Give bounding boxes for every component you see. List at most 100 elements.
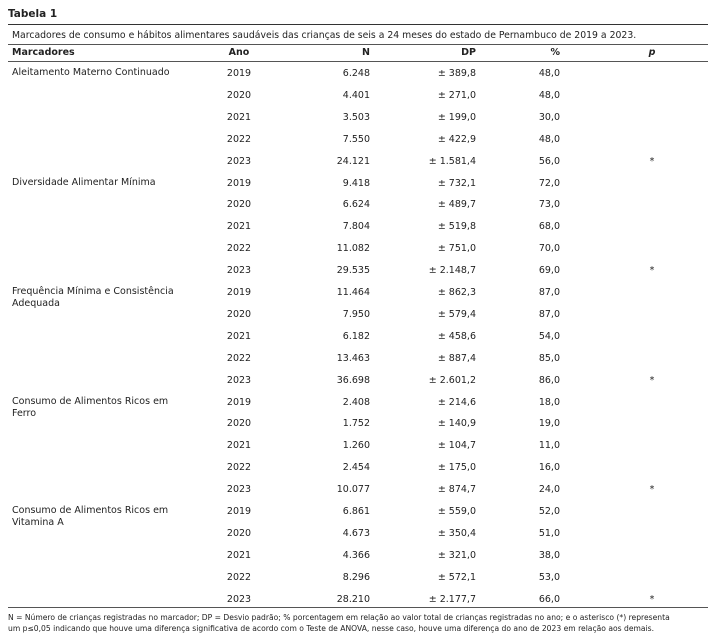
table-cell: * xyxy=(649,265,655,277)
footnote: um p≤0,05 indicando que houve uma difere… xyxy=(8,624,655,633)
table-cell: 24,0 xyxy=(538,484,560,496)
table-cell: ± 579,4 xyxy=(437,308,476,320)
rule xyxy=(8,44,708,45)
table-cell: 1.752 xyxy=(342,418,370,430)
footnote: N = Número de crianças registradas no ma… xyxy=(8,613,670,622)
table-cell: 6.624 xyxy=(342,199,370,211)
table-cell: 70,0 xyxy=(538,243,560,255)
table-cell: 2022 xyxy=(226,571,252,583)
table-cell: 2020 xyxy=(226,418,252,430)
column-header: Marcadores xyxy=(12,47,75,58)
table-cell: ± 572,1 xyxy=(437,571,476,583)
row-group-label: Diversidade Alimentar Mínima xyxy=(12,176,156,188)
table-cell: ± 175,0 xyxy=(437,462,476,474)
table-cell: 2022 xyxy=(226,462,252,474)
table-cell: 85,0 xyxy=(538,352,560,364)
table-cell: ± 199,0 xyxy=(437,111,476,123)
table-cell: ± 2.177,7 xyxy=(428,593,476,605)
table-cell: 2022 xyxy=(226,352,252,364)
table-cell: 2021 xyxy=(226,330,252,342)
table-cell: ± 874,7 xyxy=(437,484,476,496)
table-cell: 29.535 xyxy=(336,265,370,277)
table-cell: 2021 xyxy=(226,549,252,561)
table-cell: 69,0 xyxy=(538,265,560,277)
table-cell: 2022 xyxy=(226,243,252,255)
table-cell: 73,0 xyxy=(538,199,560,211)
table-cell: 18,0 xyxy=(538,396,560,408)
table-cell: 8.296 xyxy=(342,571,370,583)
table-cell: 2019 xyxy=(226,68,252,79)
table-cell: 2023 xyxy=(226,265,252,277)
table-cell: ± 2.601,2 xyxy=(428,374,476,386)
table-cell: 7.950 xyxy=(342,308,370,320)
table-cell: ± 214,6 xyxy=(437,396,476,408)
table-cell: 36.698 xyxy=(336,374,370,386)
table-cell: ± 489,7 xyxy=(437,199,476,211)
table-cell: 4.366 xyxy=(342,549,370,561)
table-cell: 48,0 xyxy=(538,133,560,145)
table-cell: 51,0 xyxy=(538,527,560,539)
table-cell: ± 751,0 xyxy=(437,243,476,255)
table-cell: 2021 xyxy=(226,111,252,123)
table-cell: * xyxy=(649,374,655,386)
table-cell: 68,0 xyxy=(538,221,560,233)
table-cell: 2020 xyxy=(226,199,252,211)
title: Tabela 1 xyxy=(8,8,58,20)
table-cell: 52,0 xyxy=(538,506,560,517)
table-cell: 2.408 xyxy=(342,396,370,408)
table-cell: 6.248 xyxy=(342,68,370,79)
table-cell: 11.082 xyxy=(336,243,370,255)
table-cell: ± 1.581,4 xyxy=(428,155,476,167)
table-cell: ± 458,6 xyxy=(437,330,476,342)
table-cell: ± 732,1 xyxy=(437,177,476,189)
table-cell: 16,0 xyxy=(538,462,560,474)
table-cell: 2020 xyxy=(226,308,252,320)
table-cell: ± 862,3 xyxy=(437,287,476,298)
table-cell: 87,0 xyxy=(538,287,560,298)
column-header: Ano xyxy=(228,47,250,58)
table-cell: 48,0 xyxy=(538,89,560,101)
table-cell: 2021 xyxy=(226,440,252,452)
rule xyxy=(8,24,708,25)
rule xyxy=(8,607,708,608)
table-cell: 48,0 xyxy=(538,68,560,79)
table-cell: 2020 xyxy=(226,527,252,539)
rule xyxy=(8,61,708,62)
table-cell: 2019 xyxy=(226,287,252,298)
table-cell: 11,0 xyxy=(538,440,560,452)
table-cell: 2023 xyxy=(226,484,252,496)
table-cell: ± 422,9 xyxy=(437,133,476,145)
table-cell: 30,0 xyxy=(538,111,560,123)
table-cell: 86,0 xyxy=(538,374,560,386)
column-header: N xyxy=(362,47,370,58)
table-cell: ± 519,8 xyxy=(437,221,476,233)
table-cell: 87,0 xyxy=(538,308,560,320)
table-cell: ± 887,4 xyxy=(437,352,476,364)
table-cell: 7.804 xyxy=(342,221,370,233)
table-cell: 6.182 xyxy=(342,330,370,342)
table-cell: 28.210 xyxy=(336,593,370,605)
table-cell: 10.077 xyxy=(336,484,370,496)
table-cell: 53,0 xyxy=(538,571,560,583)
table-cell: ± 104,7 xyxy=(437,440,476,452)
table-cell: 2022 xyxy=(226,133,252,145)
table-cell: 66,0 xyxy=(538,593,560,605)
table-cell: 9.418 xyxy=(342,177,370,189)
row-group-label: Frequência Mínima e Consistência Adequad… xyxy=(12,286,174,309)
caption: Marcadores de consumo e hábitos alimenta… xyxy=(12,30,637,41)
table-cell: 54,0 xyxy=(538,330,560,342)
table-cell: 4.673 xyxy=(342,527,370,539)
table-cell: 2019 xyxy=(226,506,252,517)
table-cell: 2019 xyxy=(226,396,252,408)
table-cell: ± 350,4 xyxy=(437,527,476,539)
table-cell: 13.463 xyxy=(336,352,370,364)
table-cell: 2021 xyxy=(226,221,252,233)
table-cell: 11.464 xyxy=(336,287,370,298)
table-cell: * xyxy=(649,155,655,167)
table-cell: * xyxy=(649,484,655,496)
row-group-label: Consumo de Alimentos Ricos em Vitamina A xyxy=(12,505,169,528)
table-cell: 4.401 xyxy=(342,89,370,101)
table-cell: 2023 xyxy=(226,593,252,605)
table-cell: 7.550 xyxy=(342,133,370,145)
